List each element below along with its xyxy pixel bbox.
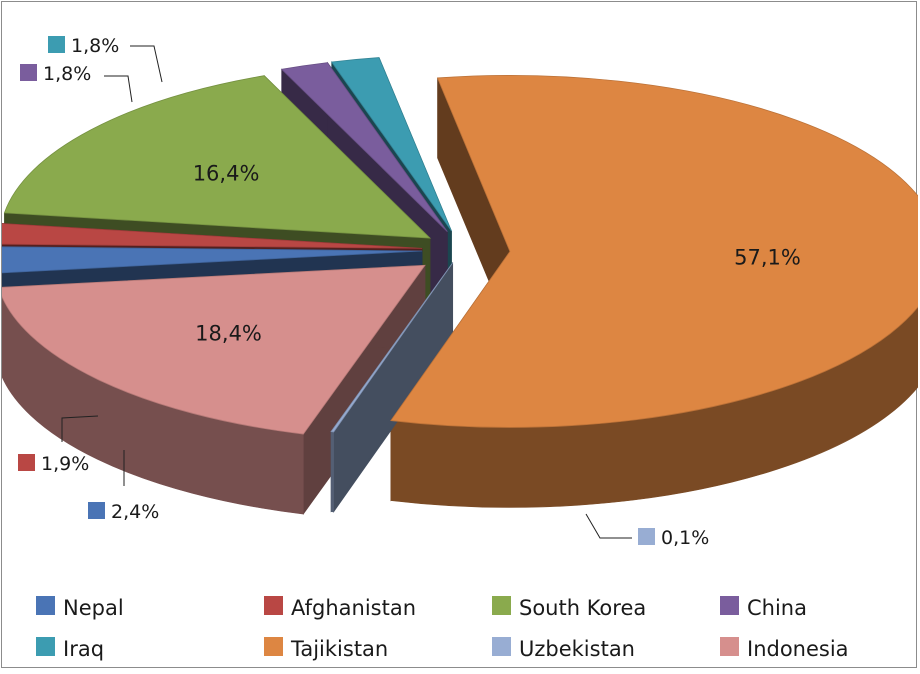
- slice-nepal: [0, 246, 423, 274]
- slice-iraq: [330, 57, 452, 232]
- slice-uzbekistan-outer-wall-0: [330, 431, 334, 513]
- data-label-afghanistan: 1,9%: [41, 453, 89, 475]
- slice-south-korea: [3, 75, 432, 239]
- pie-tops: [0, 57, 920, 435]
- legend-key-china: [720, 596, 739, 615]
- callout-key-iraq: [48, 36, 65, 53]
- slice-afghanistan: [0, 222, 423, 249]
- pie-labels: 57,1% 0,1% 18,4% 2,4% 1,9% 16,4% 1,8% 1,8%: [18, 35, 801, 549]
- slice-uzbekistan: [330, 262, 454, 433]
- callout-key-afghanistan: [18, 454, 35, 471]
- leader-line-china: [104, 75, 133, 103]
- data-label-uzbekistan: 0,1%: [661, 527, 709, 549]
- data-label-nepal: 2,4%: [111, 501, 159, 523]
- legend-key-afghanistan: [264, 596, 283, 615]
- leader-line-iraq: [130, 45, 163, 83]
- data-label-indonesia: 18,4%: [195, 322, 262, 346]
- slice-indonesia: [0, 264, 426, 435]
- legend-label-indonesia: Indonesia: [747, 637, 849, 661]
- legend-key-tajikistan: [264, 637, 283, 656]
- data-label-iraq: 1,8%: [71, 35, 119, 57]
- legend-key-iraq: [36, 637, 55, 656]
- legend-label-iraq: Iraq: [63, 637, 104, 661]
- legend-label-uzbekistan: Uzbekistan: [519, 637, 635, 661]
- callout-key-china: [20, 64, 37, 81]
- slice-china: [280, 62, 448, 232]
- callout-key-uzbekistan: [638, 528, 655, 545]
- legend-label-south-korea: South Korea: [519, 596, 646, 620]
- data-label-tajikistan: 57,1%: [734, 245, 801, 269]
- leader-line-uzbekistan: [585, 513, 632, 539]
- legend-key-south-korea: [492, 596, 511, 615]
- legend-key-uzbekistan: [492, 637, 511, 656]
- leader-line-afghanistan: [61, 415, 99, 442]
- legend-label-nepal: Nepal: [63, 596, 124, 620]
- legend: Nepal Afghanistan South Korea China Iraq Taji…: [36, 596, 849, 661]
- legend-key-nepal: [36, 596, 55, 615]
- data-label-china: 1,8%: [43, 63, 91, 85]
- legend-label-china: China: [747, 596, 807, 620]
- legend-label-tajikistan: Tajikistan: [290, 637, 388, 661]
- data-label-south-korea: 16,4%: [193, 161, 260, 185]
- legend-label-afghanistan: Afghanistan: [291, 596, 416, 620]
- legend-key-indonesia: [720, 637, 739, 656]
- callout-key-nepal: [88, 502, 105, 519]
- slice-tajikistan: [390, 75, 920, 428]
